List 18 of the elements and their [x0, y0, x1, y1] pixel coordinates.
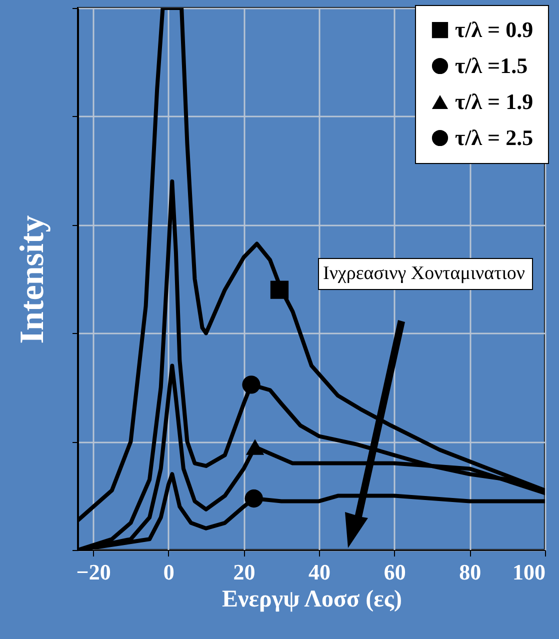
x-tick-label: 40 [308, 560, 331, 584]
point [244, 489, 263, 508]
legend-label: τ/λ = 1.9 [455, 89, 534, 114]
point [242, 376, 260, 394]
y-axis-title: Intensity [14, 215, 51, 344]
legend-label: τ/λ = 0.9 [455, 17, 534, 42]
x-tick-label: 0 [163, 560, 174, 584]
legend-label: τ/λ = 2.5 [455, 125, 534, 150]
x-tick-label: 80 [459, 560, 482, 584]
annotation: Ινχρεασινγ Χονταμινατιον [318, 258, 533, 290]
x-tick-label: −20 [76, 560, 111, 584]
legend-label: τ/λ =1.5 [455, 53, 528, 78]
x-tick-label: 100 [512, 560, 546, 584]
x-axis-title: Ενεργψ Λοσσ (ες) [222, 586, 402, 612]
point [270, 280, 289, 299]
x-tick-label: 20 [233, 560, 256, 584]
point [246, 439, 264, 455]
x-tick-label: 60 [384, 560, 406, 584]
